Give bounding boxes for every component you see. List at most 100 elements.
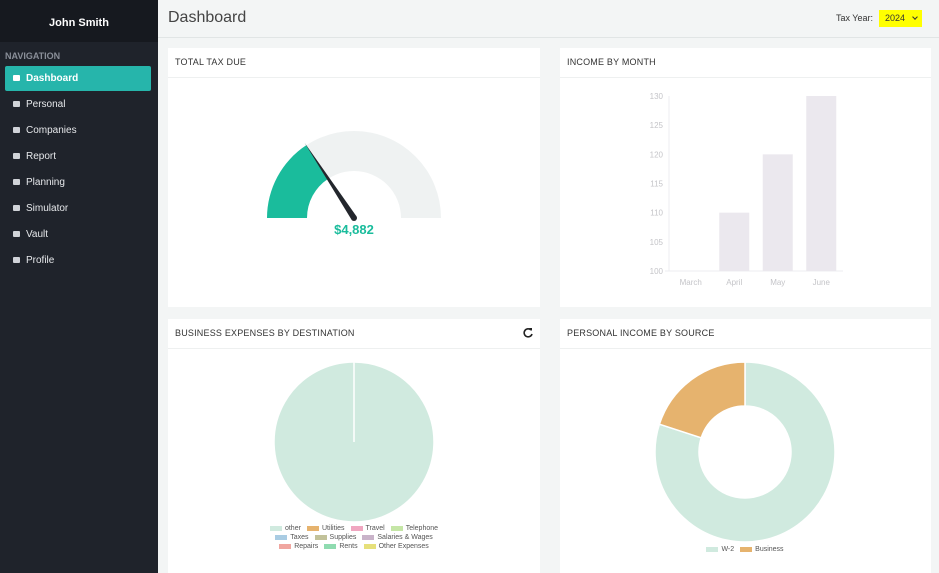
nav-section: NAVIGATION — [5, 51, 61, 61]
y-tick-label: 105 — [650, 238, 664, 247]
pie-chart — [273, 361, 435, 523]
legend-swatch — [275, 534, 288, 540]
gauge-value — [267, 145, 329, 218]
nav-icon — [13, 153, 20, 160]
legend-label: W-2 — [721, 546, 735, 553]
nav-item[interactable]: Simulator — [5, 196, 151, 221]
legend-label: Salaries & Wages — [377, 534, 433, 541]
needle-hub — [351, 215, 357, 221]
legend-swatch — [350, 525, 363, 531]
nav-label: Dashboard — [26, 73, 79, 84]
legend-swatch — [279, 543, 292, 549]
legend-item: Travel — [350, 525, 385, 532]
nav-icon — [13, 257, 20, 264]
legend-item: Supplies — [314, 534, 357, 541]
y-tick-label: 125 — [650, 121, 664, 130]
nav-icon — [13, 127, 20, 134]
bar-chart: 100 105 110 115 120 125 130 March April May June — [650, 92, 843, 287]
legend: other Utilities Travel Telephone Taxes Suppli… — [264, 525, 444, 550]
nav-item[interactable]: Companies — [5, 118, 151, 143]
legend-item: Rents — [324, 543, 358, 550]
legend-swatch — [306, 525, 319, 531]
gauge: $4,882 — [267, 131, 441, 237]
y-tick-label: 115 — [650, 180, 663, 189]
legend-swatch — [362, 534, 375, 540]
user-name: John Smith — [0, 0, 158, 42]
legend-item: Taxes — [275, 534, 309, 541]
nav-icon — [13, 75, 20, 82]
legend-item: Utilities — [306, 525, 345, 532]
nav-label: Report — [26, 151, 57, 162]
legend-swatch — [706, 546, 719, 552]
card-title: TOTAL TAX DUE — [168, 48, 540, 78]
legend-item: Other Expenses — [363, 543, 429, 550]
bar — [719, 212, 750, 271]
x-tick-label: March — [680, 278, 702, 287]
legend-label: Business — [755, 546, 784, 553]
nav-item[interactable]: Dashboard — [5, 66, 151, 91]
legend-item: Salaries & Wages — [362, 534, 433, 541]
nav-label: Simulator — [26, 203, 69, 214]
x-tick-label: April — [726, 278, 742, 287]
sidebar: John Smith NAVIGATION Dashboard Personal C… — [0, 0, 158, 573]
nav-item[interactable]: Profile — [5, 248, 151, 273]
legend-swatch — [390, 525, 403, 531]
doughnut-chart — [654, 361, 836, 543]
legend-label: Rents — [339, 543, 358, 550]
nav-item[interactable]: Report — [5, 144, 151, 169]
nav-icon — [13, 231, 20, 238]
y-tick-label: 120 — [650, 150, 664, 159]
y-tick-label: 100 — [650, 267, 664, 276]
refresh-icon[interactable] — [522, 327, 534, 339]
legend-label: Travel — [365, 525, 385, 532]
legend-swatch — [363, 543, 376, 549]
bar — [762, 154, 793, 271]
legend-item: Telephone — [390, 525, 439, 532]
nav-item[interactable]: Personal — [5, 92, 151, 117]
legend-label: Other Expenses — [378, 543, 429, 550]
legend: W-2 Business — [660, 546, 830, 553]
bar — [806, 96, 837, 271]
legend-swatch — [314, 534, 327, 540]
card-title: INCOME BY MONTH — [560, 48, 931, 78]
nav-label: Vault — [26, 229, 49, 240]
tax-year-select[interactable]: 2024 — [879, 10, 922, 27]
x-tick-label: May — [770, 278, 785, 287]
legend-swatch — [740, 546, 753, 552]
nav-label: Personal — [26, 99, 66, 110]
y-tick-label: 110 — [650, 209, 663, 218]
legend-label: Telephone — [405, 525, 439, 532]
legend-item: W-2 — [706, 546, 734, 553]
slice — [658, 361, 746, 439]
card: TOTAL TAX DUE $4,882 — [168, 48, 540, 307]
legend-item: Business — [740, 546, 784, 553]
nav-label: Companies — [26, 125, 77, 136]
legend-label: Repairs — [294, 543, 319, 550]
gauge-label: $4,882 — [334, 222, 374, 237]
x-tick-label: June — [813, 278, 831, 287]
nav-item[interactable]: Vault — [5, 222, 151, 247]
nav-label: Planning — [26, 177, 65, 188]
nav-icon — [13, 179, 20, 186]
nav-icon — [13, 101, 20, 108]
legend-swatch — [324, 543, 337, 549]
nav-item[interactable]: Planning — [5, 170, 151, 195]
legend-swatch — [269, 525, 282, 531]
nav-label: Profile — [26, 255, 55, 266]
card: INCOME BY MONTH 100 105 110 115 120 125 130 Mar… — [560, 48, 931, 307]
top-bar: Dashboard Tax Year: 2024 — [158, 0, 939, 38]
page-title: Dashboard — [168, 9, 247, 26]
nav-icon — [13, 205, 20, 212]
card: BUSINESS EXPENSES BY DESTINATION other Ut… — [168, 319, 540, 573]
y-tick-label: 130 — [650, 92, 664, 101]
tax-year-label: Tax Year: — [835, 13, 873, 23]
card: PERSONAL INCOME BY SOURCE W-2 Business — [560, 319, 931, 573]
card-title: PERSONAL INCOME BY SOURCE — [560, 319, 931, 349]
slice — [654, 361, 836, 543]
card-title: BUSINESS EXPENSES BY DESTINATION — [168, 319, 540, 349]
legend-label: Supplies — [329, 534, 357, 541]
legend-label: other — [284, 525, 301, 532]
legend-label: Taxes — [290, 534, 309, 541]
legend-item: Repairs — [279, 543, 318, 550]
